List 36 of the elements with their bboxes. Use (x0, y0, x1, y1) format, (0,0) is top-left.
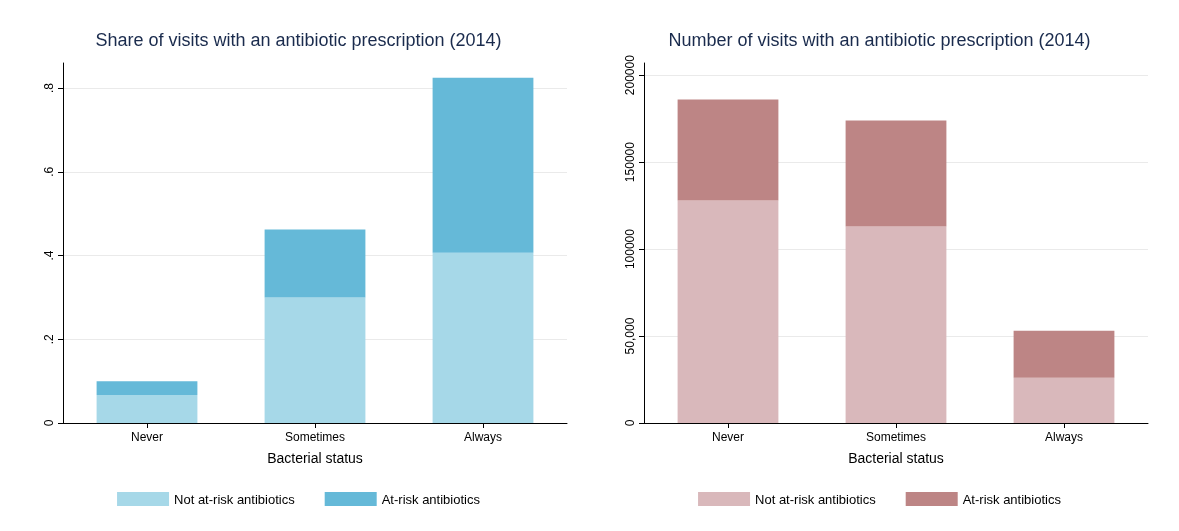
y-tick-label: .4 (42, 250, 56, 261)
y-tick-label: .8 (42, 82, 56, 94)
bar (677, 200, 779, 423)
legend-label: At-risk antibiotics (962, 491, 1062, 507)
bar (1013, 330, 1115, 378)
bar (264, 229, 366, 298)
x-tick-label: Never (130, 430, 164, 444)
bar (264, 297, 366, 423)
bar (1013, 377, 1115, 423)
y-tick-label: 100000 (623, 228, 637, 270)
bar (96, 394, 198, 423)
chart-title: Number of visits with an antibiotic prescription (2014) (668, 30, 1091, 50)
y-tick-label: 0 (42, 419, 56, 427)
x-axis-title: Bacterial status (267, 450, 363, 466)
x-tick-label: Always (463, 430, 503, 444)
x-tick-label: Sometimes (865, 430, 927, 444)
bar (432, 77, 534, 253)
y-tick-label: 0 (623, 419, 637, 427)
y-tick-label: 150000 (623, 141, 637, 183)
x-axis-title: Bacterial status (848, 450, 944, 466)
bar (96, 381, 198, 395)
legend-label: At-risk antibiotics (381, 491, 481, 507)
legend-label: Not at-risk antibiotics (755, 491, 877, 507)
x-tick-label: Always (1044, 430, 1084, 444)
legend-label: Not at-risk antibiotics (174, 491, 296, 507)
y-tick-label: 50,000 (623, 317, 637, 355)
chart-title: Share of visits with an antibiotic prescription (2014) (95, 30, 502, 50)
bar (432, 252, 534, 423)
y-tick-label: .2 (42, 333, 56, 345)
bar (677, 99, 779, 201)
x-tick-label: Never (711, 430, 745, 444)
y-tick-label: 200000 (623, 54, 637, 96)
bar (845, 226, 947, 423)
y-tick-label: .6 (42, 166, 56, 177)
x-tick-label: Sometimes (284, 430, 346, 444)
bar (845, 120, 947, 227)
